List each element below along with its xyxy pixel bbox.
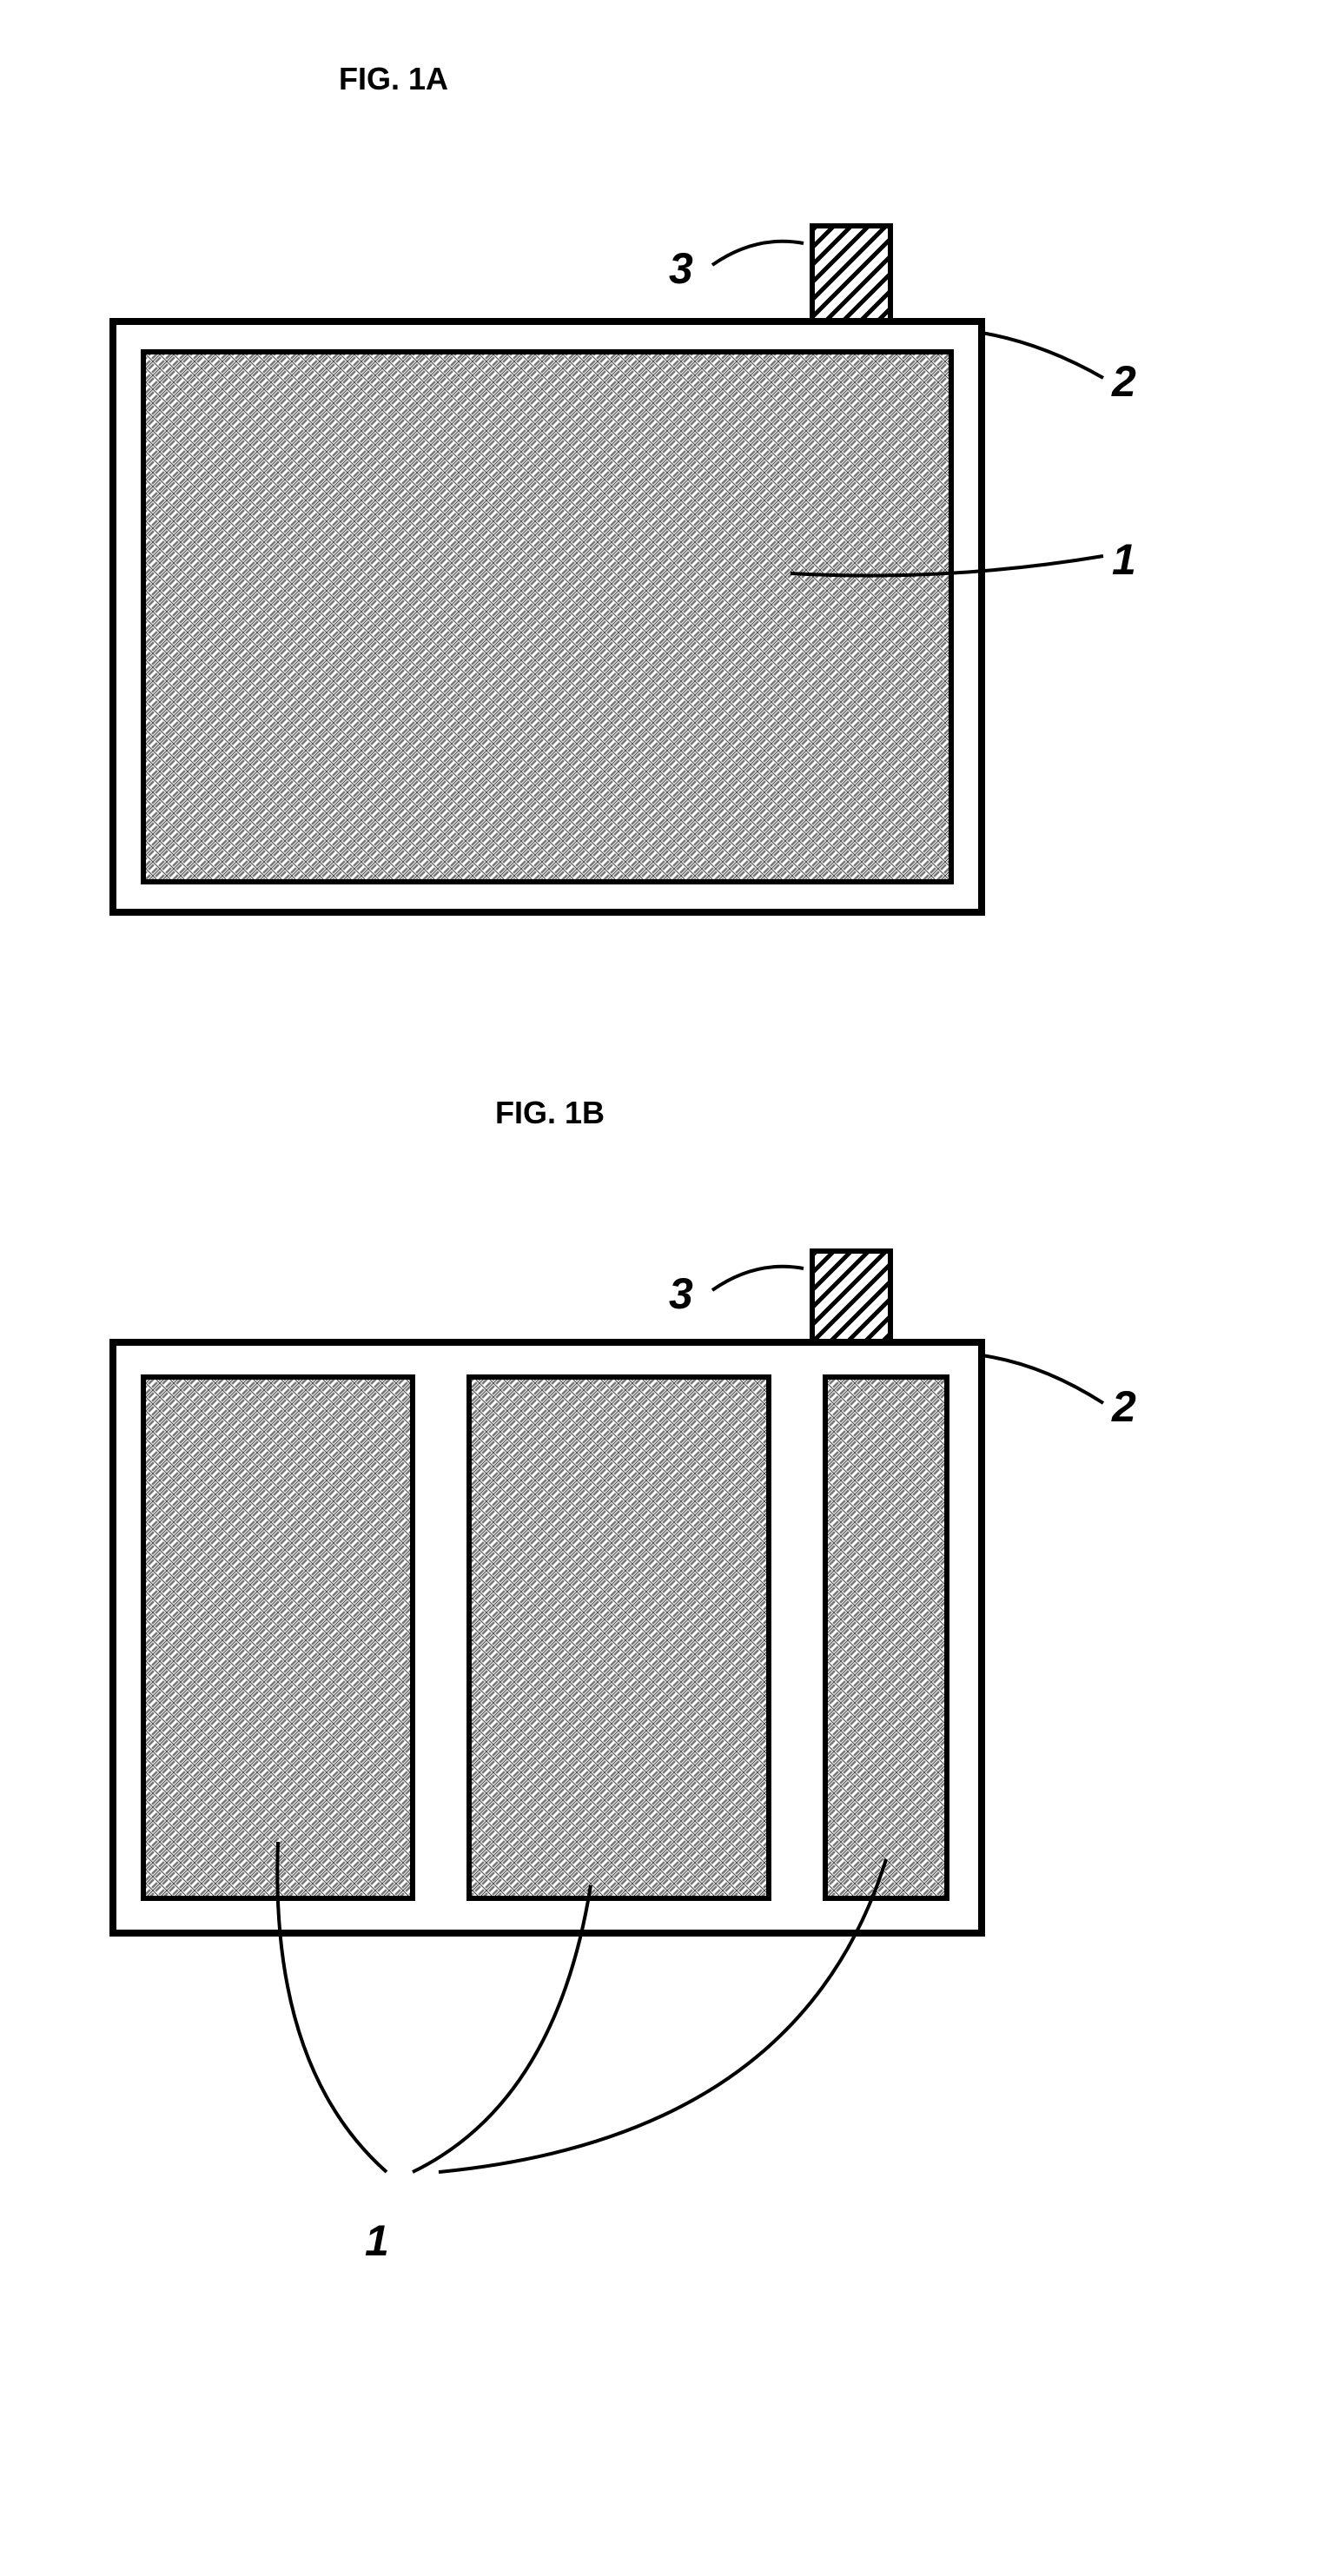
leader-b-2: [982, 1355, 1103, 1403]
figure-title-b: FIG. 1B: [495, 1095, 605, 1131]
leader-b-3: [712, 1267, 804, 1290]
panel-b-1: [143, 1377, 413, 1898]
figure-1b: [113, 1251, 1103, 2172]
leader-a-2: [982, 333, 1103, 378]
figure-1a: [113, 226, 1103, 912]
panel-b-3: [825, 1377, 947, 1898]
panel-a: [143, 352, 951, 882]
ref-label-b-3: 3: [669, 1268, 693, 1319]
ref-label-a-3: 3: [669, 243, 693, 294]
figure-title-a: FIG. 1A: [339, 61, 448, 97]
connector-block-a: [812, 226, 890, 321]
panel-b-2: [469, 1377, 769, 1898]
leader-a-3: [712, 242, 804, 265]
ref-label-a-1: 1: [1112, 534, 1136, 585]
ref-label-b-2: 2: [1112, 1381, 1136, 1432]
ref-label-b-1: 1: [365, 2215, 389, 2266]
ref-label-a-2: 2: [1112, 356, 1136, 407]
connector-block-b: [812, 1251, 890, 1342]
